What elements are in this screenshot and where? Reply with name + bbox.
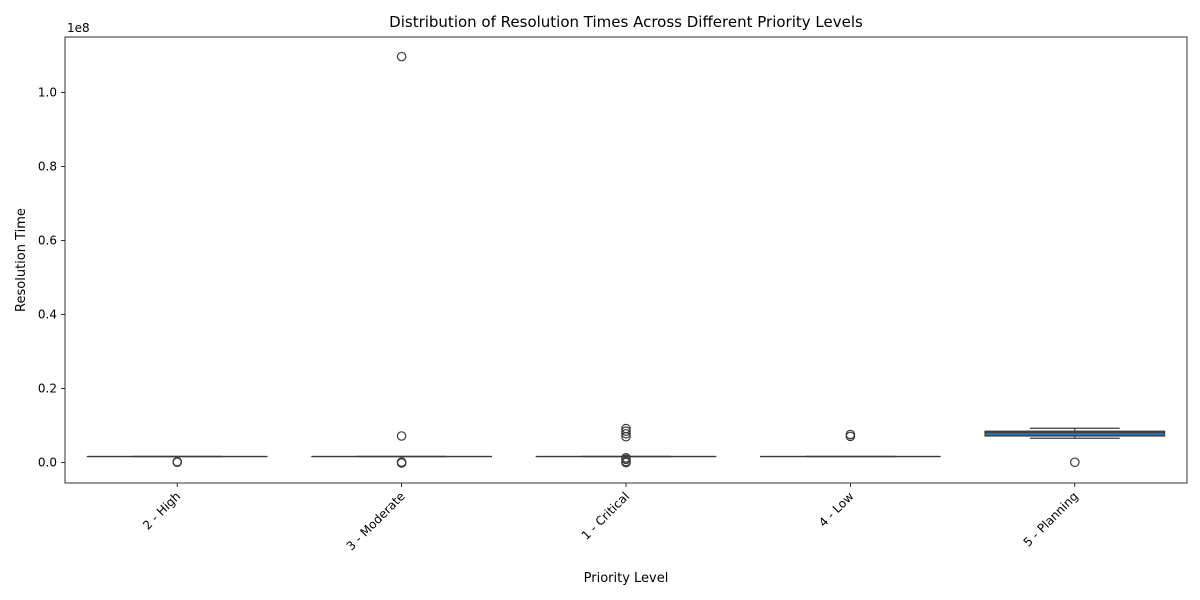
y-tick-label: 0.0: [38, 456, 57, 470]
box-group: [984, 427, 1166, 468]
outlier-point: [621, 426, 631, 436]
x-tick-label: 2 - High: [140, 489, 183, 532]
outlier-point: [621, 457, 631, 468]
outlier-point: [845, 431, 856, 442]
y-tick-label: 0.4: [38, 308, 57, 322]
outlier-point: [396, 431, 407, 441]
box-group: [535, 423, 717, 468]
plot-frame: [64, 36, 1188, 484]
y-axis-label: Resolution Time: [14, 208, 29, 312]
chart-title: Distribution of Resolution Times Across …: [389, 13, 863, 31]
outlier-point: [172, 456, 182, 467]
box-group: [86, 455, 268, 468]
x-tick-label: 4 - Low: [816, 489, 857, 530]
x-tick-label: 3 - Moderate: [344, 489, 408, 553]
y-tick-label: 0.2: [38, 382, 57, 396]
y-tick-label: 0.8: [38, 160, 57, 174]
y-tick-label: 1.0: [38, 86, 57, 100]
outlier-point: [396, 51, 407, 62]
box-iqr: [984, 430, 1166, 437]
x-tick-label: 1 - Critical: [579, 489, 632, 542]
x-axis-label: Priority Level: [584, 571, 669, 586]
y-tick-label: 0.6: [38, 234, 57, 248]
outlier-point: [1070, 457, 1080, 468]
outlier-point: [621, 431, 631, 442]
x-tick-label: 5 - Planning: [1021, 489, 1081, 549]
outlier-point: [396, 457, 407, 468]
plot-area: [86, 51, 1166, 468]
box-group: [311, 51, 492, 468]
outlier-point: [621, 428, 631, 439]
y-offset-label: 1e8: [67, 21, 90, 35]
box-group: [760, 429, 941, 458]
